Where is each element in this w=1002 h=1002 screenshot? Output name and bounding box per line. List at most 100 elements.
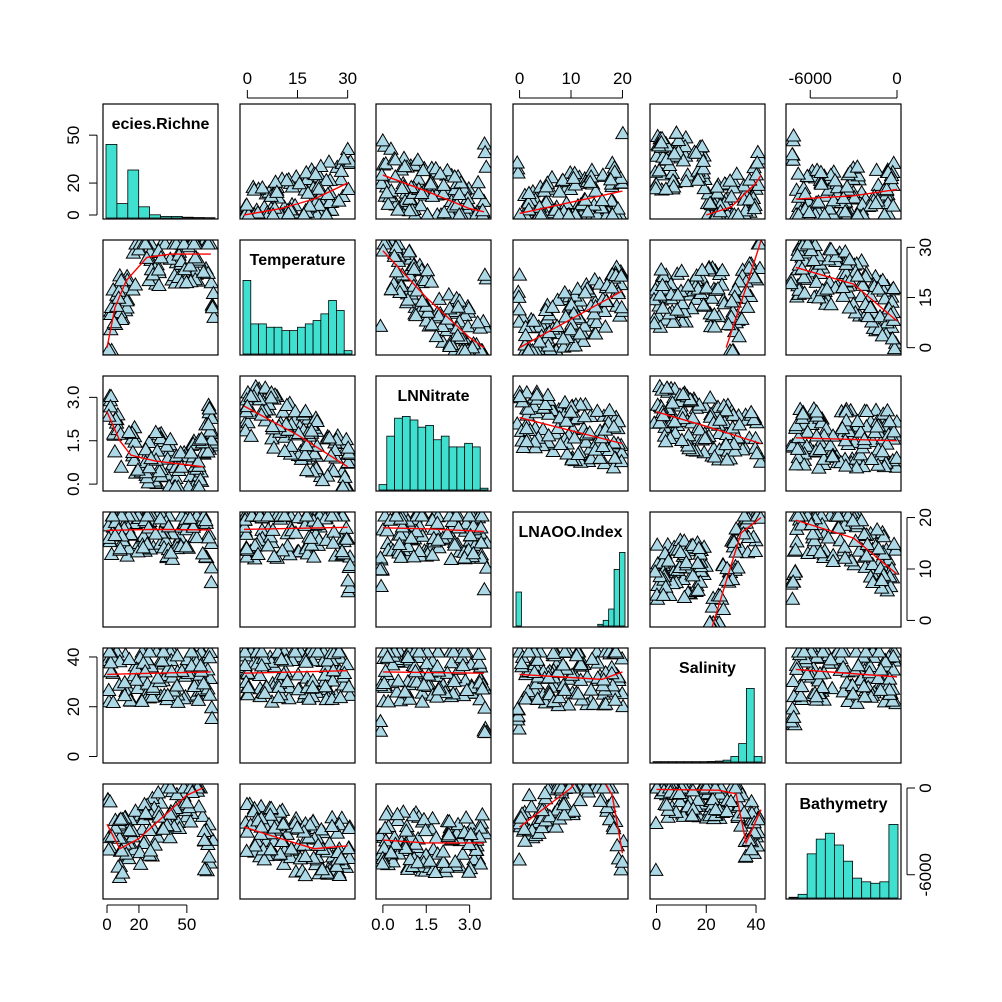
- data-point: [732, 818, 749, 832]
- data-point: [262, 841, 279, 856]
- data-point: [835, 288, 852, 302]
- data-point: [132, 856, 149, 870]
- data-point: [429, 658, 446, 673]
- data-point: [603, 665, 620, 680]
- data-point: [325, 662, 342, 677]
- data-point: [378, 184, 395, 199]
- data-point: [885, 423, 901, 438]
- data-point: [275, 816, 292, 830]
- data-point: [537, 785, 553, 800]
- panel-frame: [375, 783, 492, 900]
- panel-Bathymetry-vs-Salinity: [650, 784, 765, 876]
- data-point: [451, 186, 468, 200]
- data-point: [191, 798, 207, 813]
- data-point: [302, 817, 318, 831]
- data-point: [169, 648, 186, 662]
- data-point: [743, 841, 760, 856]
- data-point: [738, 848, 754, 862]
- data-point: [789, 247, 806, 261]
- data-point: [804, 525, 821, 540]
- data-point: [149, 670, 166, 684]
- data-point: [201, 649, 218, 664]
- data-point: [885, 280, 901, 295]
- x-axis-Species.Richness: 0 20 50: [102, 904, 196, 934]
- data-point: [856, 678, 872, 693]
- data-point: [203, 559, 218, 574]
- tick-label: 10: [562, 69, 581, 88]
- data-point: [314, 861, 331, 876]
- data-point: [178, 274, 195, 289]
- panel-Salinity-vs-LNAOO.Index: [513, 648, 628, 735]
- data-point: [155, 821, 172, 835]
- data-point: [169, 677, 185, 692]
- data-point: [851, 543, 868, 557]
- data-point: [796, 285, 813, 299]
- panel-Temperature-vs-Bathymetry: [786, 240, 901, 355]
- data-point: [296, 207, 311, 219]
- tick-label: 50: [64, 126, 83, 145]
- data-point: [478, 159, 491, 173]
- data-point: [137, 805, 154, 819]
- histogram-bar: [170, 215, 183, 219]
- data-point: [513, 388, 528, 403]
- panel-frame: [785, 511, 902, 628]
- data-point: [788, 661, 805, 675]
- data-point: [182, 813, 199, 828]
- data-point: [845, 686, 861, 700]
- data-point: [718, 402, 735, 417]
- data-point: [513, 655, 530, 670]
- data-point: [247, 838, 263, 852]
- tick-label: 0: [102, 915, 111, 934]
- data-point: [263, 390, 279, 404]
- data-point: [562, 321, 579, 336]
- panel-frame: [239, 375, 356, 492]
- data-point: [266, 548, 282, 563]
- data-point: [103, 654, 119, 669]
- panel-LNNitrate-vs-LNAOO.Index: [513, 384, 628, 474]
- data-point: [545, 648, 562, 659]
- data-point: [556, 284, 573, 299]
- data-point: [201, 401, 218, 415]
- data-point: [436, 204, 453, 219]
- data-point: [470, 648, 487, 660]
- data-point: [321, 835, 338, 850]
- histogram-bar: [515, 591, 522, 627]
- data-point: [151, 463, 168, 478]
- y-axis-Species.Richness: 0 20 50: [64, 126, 98, 220]
- data-point: [461, 512, 478, 522]
- data-point: [822, 651, 839, 666]
- panel-frame: [239, 647, 356, 764]
- smoother-line: [243, 405, 349, 468]
- data-point: [190, 692, 207, 706]
- histogram-bar: [297, 326, 306, 355]
- data-point: [837, 203, 854, 218]
- data-point: [414, 694, 431, 708]
- data-point: [537, 396, 554, 410]
- histogram-bar: [608, 608, 615, 627]
- smoother-line: [106, 411, 203, 468]
- data-point: [540, 387, 556, 402]
- data-point: [137, 240, 154, 250]
- panel-frame: [649, 239, 766, 356]
- data-point: [568, 648, 585, 662]
- data-point: [416, 677, 432, 691]
- data-point: [840, 693, 856, 707]
- data-point: [205, 285, 218, 299]
- smoother-line: [243, 182, 348, 216]
- histogram-bar: [409, 419, 419, 491]
- data-point: [262, 807, 279, 821]
- panel-frame: [512, 103, 629, 220]
- data-point: [786, 591, 801, 605]
- data-point: [310, 837, 327, 851]
- panel-Bathymetry-vs-LNNitrate: [376, 804, 491, 878]
- data-point: [407, 836, 424, 850]
- data-point: [103, 793, 118, 808]
- panel-frame: [102, 511, 219, 628]
- data-point: [135, 539, 152, 554]
- data-point: [428, 689, 445, 703]
- data-point: [664, 395, 681, 409]
- data-point: [240, 526, 255, 540]
- data-point: [434, 318, 451, 333]
- data-point: [513, 810, 529, 824]
- histogram-bar: [707, 761, 716, 763]
